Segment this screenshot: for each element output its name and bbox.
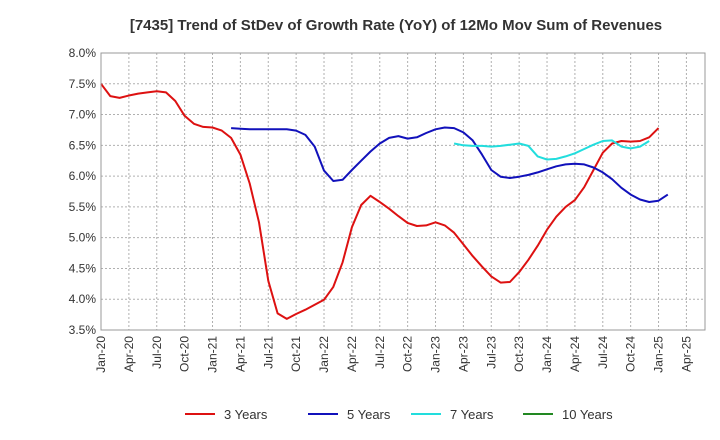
x-tick-label: Apr-25 — [679, 336, 693, 372]
x-tick-label: Apr-20 — [122, 336, 136, 372]
x-tick-label: Jul-24 — [596, 336, 610, 369]
x-tick-label: Oct-22 — [401, 336, 415, 372]
x-tick-label: Jan-20 — [94, 336, 108, 373]
y-tick-label: 7.5% — [69, 77, 97, 91]
x-tick-label: Jan-24 — [540, 336, 554, 373]
x-tick-label: Oct-20 — [178, 336, 192, 372]
legend: 3 Years 5 Years 7 Years 10 Years — [185, 407, 613, 422]
series-line-5-years — [231, 126, 669, 203]
legend-label: 3 Years — [224, 407, 268, 422]
x-tick-label: Jan-21 — [206, 336, 220, 373]
x-tick-label: Apr-23 — [456, 336, 470, 372]
x-tick-label: Jul-23 — [484, 336, 498, 369]
y-tick-label: 5.5% — [69, 200, 97, 214]
legend-label: 5 Years — [347, 407, 391, 422]
y-tick-label: 7.0% — [69, 108, 97, 122]
x-tick-label: Apr-24 — [568, 336, 582, 372]
y-tick-label: 6.0% — [69, 169, 97, 183]
y-tick-label: 5.0% — [69, 231, 97, 245]
x-tick-label: Jan-22 — [317, 336, 331, 373]
x-tick-label: Jul-20 — [150, 336, 164, 369]
x-axis-ticks: Jan-20 Apr-20 Jul-20 Oct-20 Jan-21 Apr-21 Jul-… — [94, 336, 693, 373]
y-tick-label: 4.5% — [69, 261, 97, 275]
x-tick-label: Jan-23 — [429, 336, 443, 373]
legend-label: 10 Years — [562, 407, 613, 422]
y-tick-label: 8.0% — [69, 46, 97, 60]
series-line-3-years — [100, 83, 660, 320]
y-tick-label: 6.5% — [69, 138, 97, 152]
x-tick-label: Jul-21 — [261, 336, 275, 369]
x-tick-label: Apr-21 — [233, 336, 247, 372]
x-tick-label: Jul-22 — [373, 336, 387, 369]
y-tick-label: 3.5% — [69, 323, 97, 337]
plot-area-border — [100, 52, 706, 331]
series-lines — [100, 83, 669, 320]
y-tick-label: 4.0% — [69, 292, 97, 306]
x-tick-label: Oct-21 — [289, 336, 303, 372]
y-axis-ticks: 3.5% 4.0% 4.5% 5.0% 5.5% 6.0% 6.5% 7.0% 7.5% 8.0% — [69, 46, 97, 337]
grid-lines — [100, 52, 705, 331]
x-tick-label: Oct-24 — [624, 336, 638, 372]
chart-title: [7435] Trend of StDev of Growth Rate (Yo… — [130, 17, 662, 34]
series-line-7-years — [453, 139, 650, 161]
x-tick-label: Apr-22 — [345, 336, 359, 372]
x-tick-label: Jan-25 — [652, 336, 666, 373]
x-tick-label: Oct-23 — [512, 336, 526, 372]
legend-label: 7 Years — [450, 407, 494, 422]
